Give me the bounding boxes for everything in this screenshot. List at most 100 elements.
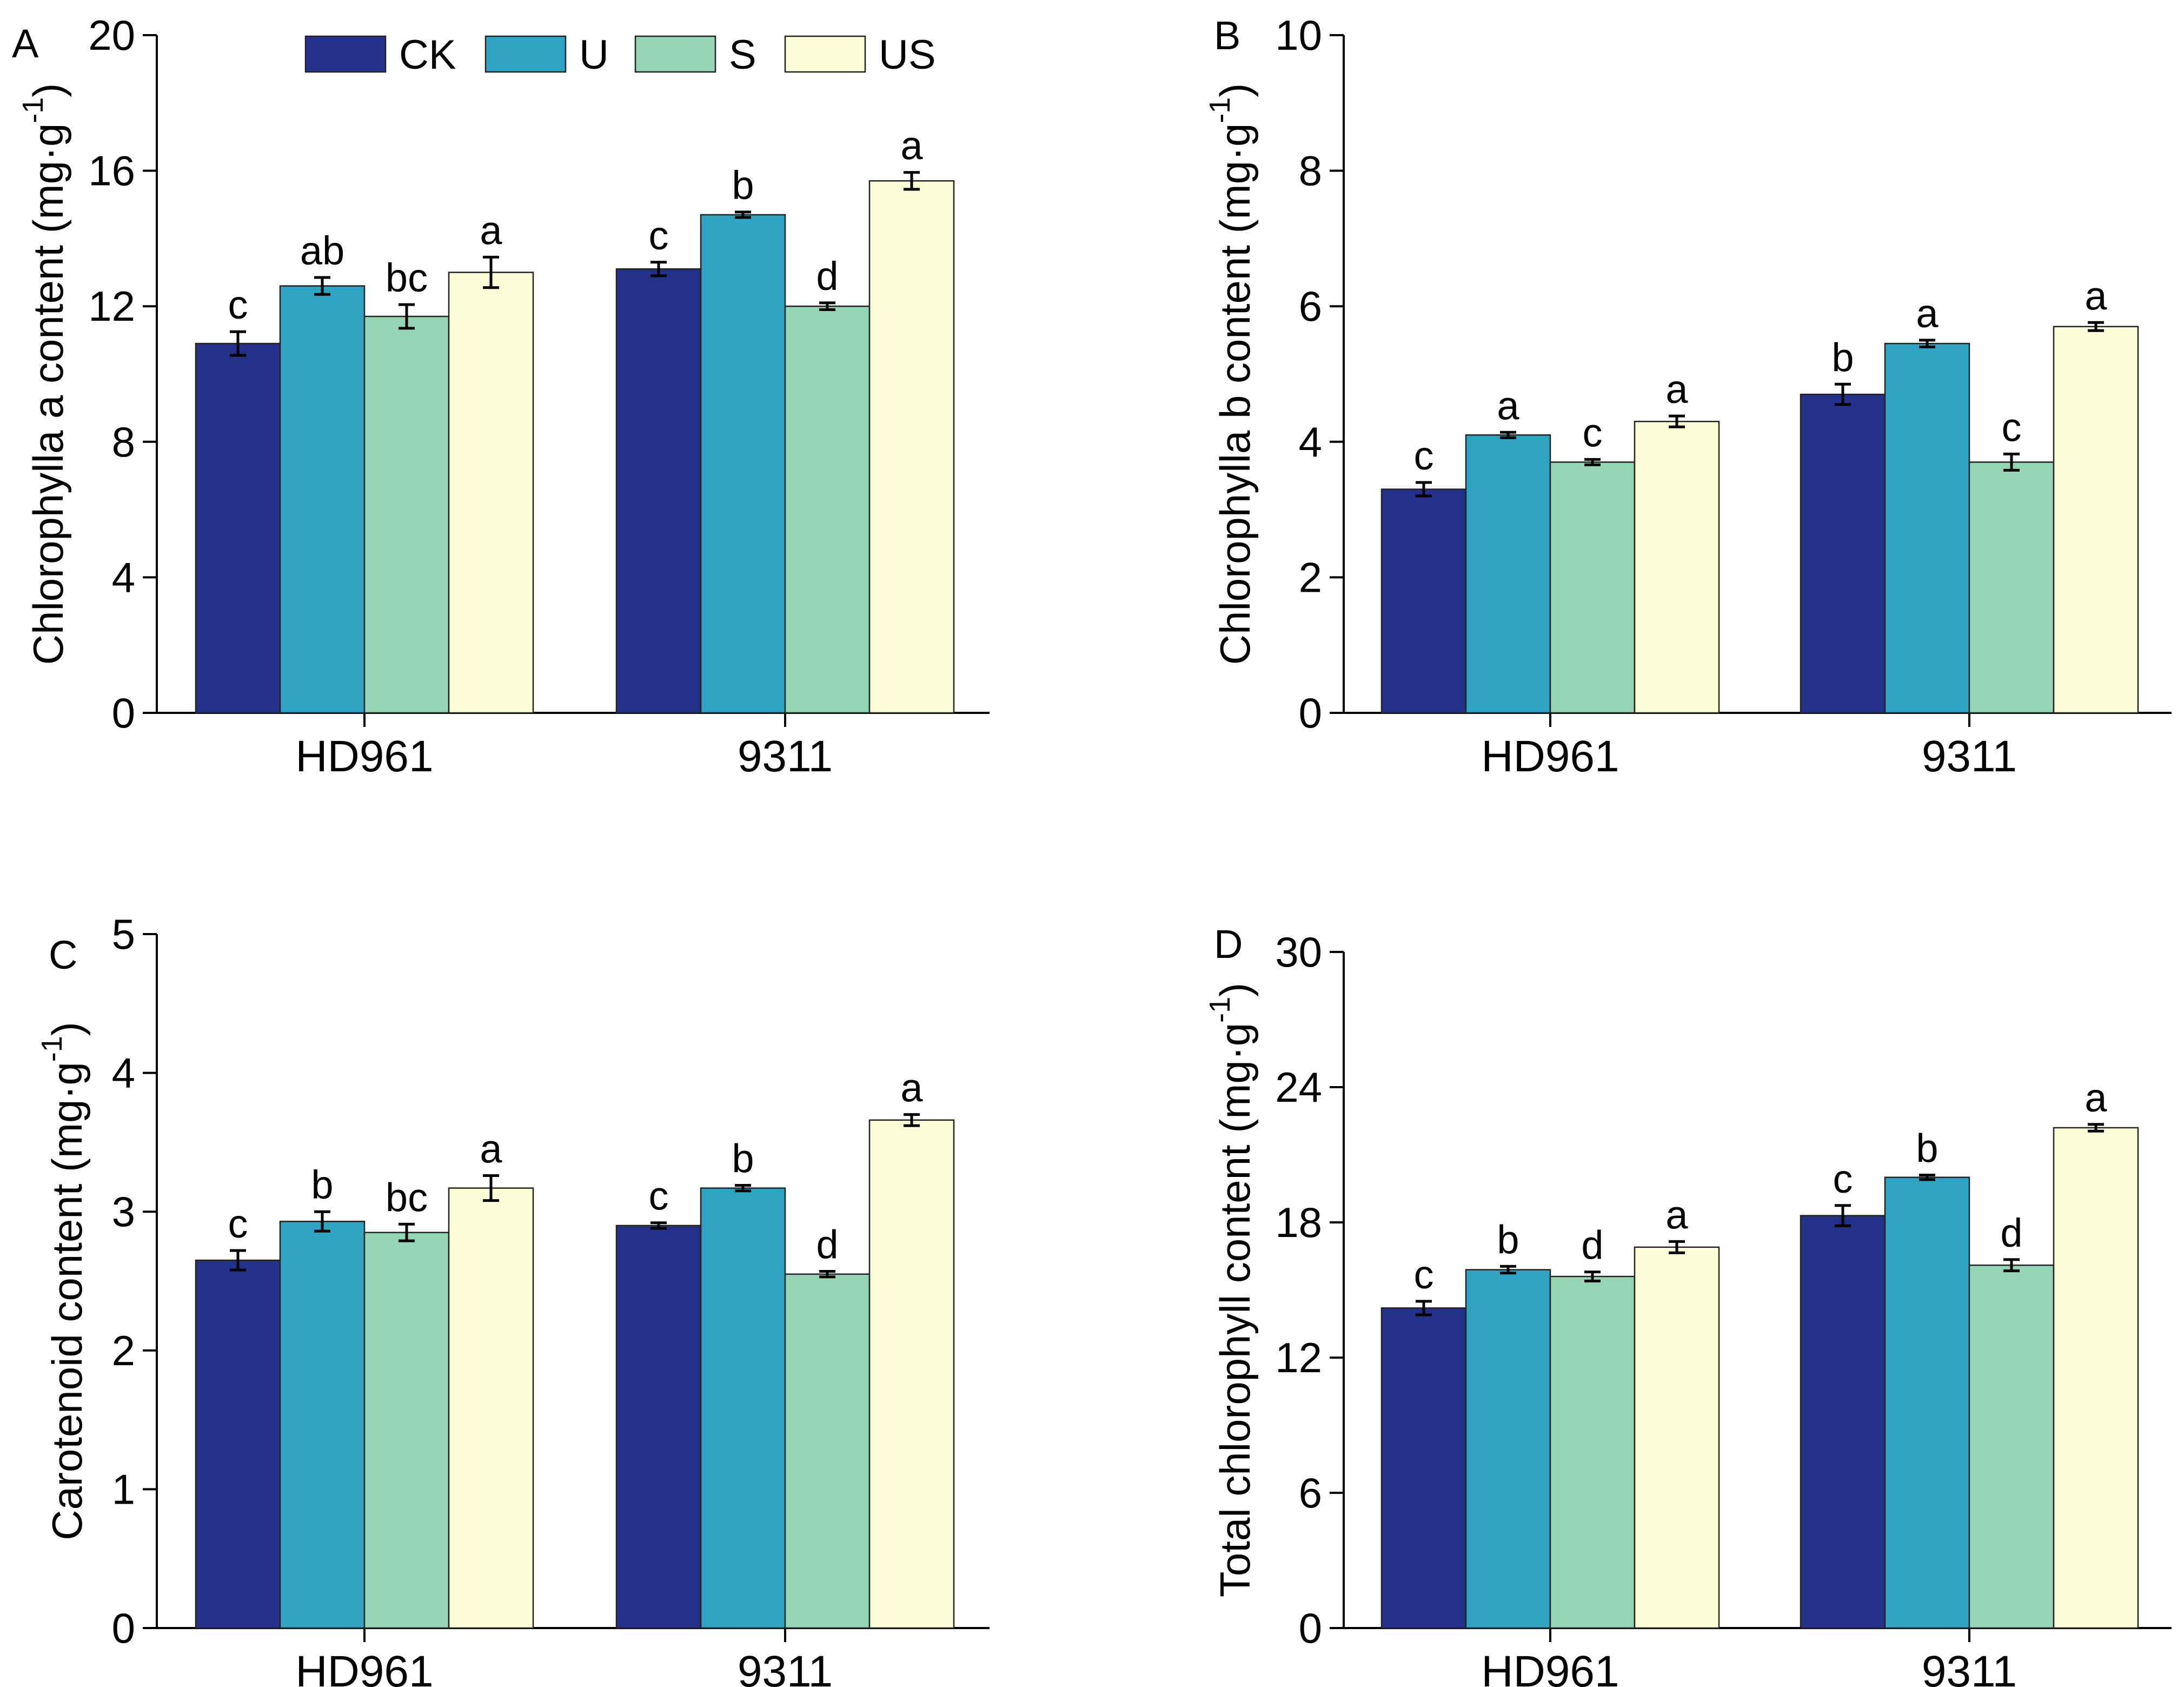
bar-CK-HD961: [1380, 1307, 1467, 1629]
y-tick-label: 4: [1299, 418, 1322, 466]
significance-letter: c: [1583, 410, 1603, 455]
significance-letter: a: [900, 1066, 923, 1110]
significance-letter: c: [2002, 405, 2022, 449]
y-tick-label: 16: [88, 147, 135, 195]
significance-letter: d: [816, 1222, 838, 1267]
significance-letter: c: [649, 213, 669, 258]
bar-US-HD961: [448, 1187, 534, 1629]
y-tick-label: 4: [112, 1049, 135, 1097]
bar-S-HD961: [363, 1232, 450, 1629]
y-axis-label-main: Carotenoid content (mg·g: [43, 1062, 91, 1540]
significance-letter: d: [1581, 1223, 1603, 1268]
y-axis-label: Total chlorophyll content (mg·g-1): [1204, 983, 1258, 1597]
y-tick-label: 0: [112, 689, 135, 737]
significance-letter: c: [649, 1174, 669, 1219]
y-axis-label-sup: -1: [17, 97, 49, 123]
x-category-label: HD961: [1481, 1647, 1619, 1687]
y-tick-label: 0: [112, 1604, 135, 1652]
significance-letter: b: [1831, 335, 1854, 380]
bar-U-9311: [700, 214, 786, 714]
bar-CK-9311: [1800, 393, 1886, 714]
chart-panel-D: D 0 6 12 18 24 30 Total chlorophyll content (mg…: [1204, 922, 2172, 1687]
y-tick-label: 12: [1275, 1334, 1322, 1381]
y-tick-label: 3: [112, 1188, 135, 1235]
y-tick-label: 30: [1275, 928, 1322, 976]
y-tick-label: 5: [112, 910, 135, 958]
significance-letter: a: [1497, 383, 1519, 428]
x-category-label: 9311: [738, 732, 833, 781]
panel-label: B: [1214, 13, 1240, 58]
significance-letter: a: [900, 123, 923, 168]
bar-CK-HD961: [195, 1259, 281, 1629]
y-tick-label: 6: [1299, 282, 1322, 330]
legend-label: U: [579, 32, 609, 78]
y-tick-label: 8: [112, 418, 135, 466]
significance-letter: b: [732, 1136, 754, 1181]
significance-letter: d: [2000, 1210, 2022, 1255]
legend-swatch-U: [484, 35, 567, 73]
y-axis-label: Carotenoid content (mg·g-1): [36, 1022, 90, 1540]
y-axis-label-end: ): [1211, 83, 1259, 97]
y-tick-label: 0: [1299, 689, 1322, 737]
x-category-label: 9311: [1922, 1647, 2017, 1687]
y-axis-label: Chlorophylla b content (mg·g-1): [1204, 83, 1258, 665]
legend-label: US: [879, 32, 936, 78]
y-axis-label-end: ): [24, 83, 72, 97]
significance-letter: c: [228, 282, 248, 327]
significance-letter: b: [1497, 1217, 1519, 1262]
bar-S-HD961: [1549, 1275, 1636, 1629]
y-tick-label: 4: [112, 553, 135, 601]
significance-letter: b: [732, 163, 754, 208]
bar-US-9311: [868, 180, 955, 714]
significance-letter: c: [1414, 433, 1434, 478]
significance-letter: b: [311, 1162, 333, 1207]
bar-US-9311: [868, 1119, 955, 1629]
bar-U-HD961: [279, 1220, 366, 1629]
significance-letter: a: [480, 1126, 502, 1171]
significance-letter: a: [2085, 273, 2107, 318]
significance-letter: b: [1916, 1126, 1938, 1171]
y-axis-label-sup: -1: [36, 1036, 68, 1062]
legend: CK U S US: [304, 32, 936, 78]
y-tick-label: 18: [1275, 1199, 1322, 1246]
significance-letter: a: [1916, 291, 1939, 336]
bar-US-HD961: [1634, 420, 1720, 714]
significance-letter: bc: [386, 1175, 428, 1220]
bar-S-HD961: [363, 315, 450, 714]
legend-swatch-S: [634, 35, 716, 73]
bar-U-9311: [1884, 1176, 1970, 1629]
y-tick-label: 6: [1299, 1469, 1322, 1517]
y-axis-label-main: Chlorophylla b content (mg·g: [1211, 123, 1259, 665]
y-tick-label: 24: [1275, 1063, 1322, 1111]
x-category-label: 9311: [738, 1647, 833, 1687]
significance-letter: a: [1665, 1192, 1688, 1237]
x-category-label: HD961: [1481, 732, 1619, 781]
y-tick-label: 2: [112, 1327, 135, 1374]
significance-letter: bc: [386, 255, 428, 300]
legend-label: CK: [399, 32, 456, 78]
bar-CK-HD961: [1380, 488, 1467, 714]
y-tick-label: 12: [88, 282, 135, 330]
bar-US-HD961: [1634, 1246, 1720, 1629]
chart-panel-A: A 0 4 8 12 16 20 Chlorophylla a content (mg·g-1…: [12, 11, 990, 781]
y-tick-label: 20: [88, 11, 135, 59]
bar-S-9311: [784, 1273, 871, 1629]
significance-letter: ab: [300, 228, 344, 273]
bar-S-9311: [1968, 1264, 2055, 1629]
y-axis-label: Chlorophylla a content (mg·g-1): [17, 83, 71, 665]
y-axis-label-sup: -1: [1204, 997, 1236, 1023]
y-axis-label-end: ): [43, 1022, 91, 1036]
bar-U-9311: [1884, 342, 1970, 714]
panel-label: A: [12, 21, 39, 66]
bar-U-HD961: [1465, 1269, 1551, 1629]
bar-S-9311: [784, 305, 871, 714]
y-axis-label-main: Chlorophylla a content (mg·g: [24, 123, 72, 665]
y-axis-label-sup: -1: [1204, 97, 1236, 123]
legend-swatch-CK: [304, 35, 387, 73]
y-tick-label: 1: [112, 1465, 135, 1513]
bar-US-HD961: [448, 272, 534, 714]
bar-U-9311: [700, 1187, 786, 1629]
bar-CK-9311: [615, 1225, 702, 1629]
chart-panel-B: B 0 2 4 6 8 10 Chlorophylla b content (mg·g-1) H…: [1204, 11, 2172, 781]
